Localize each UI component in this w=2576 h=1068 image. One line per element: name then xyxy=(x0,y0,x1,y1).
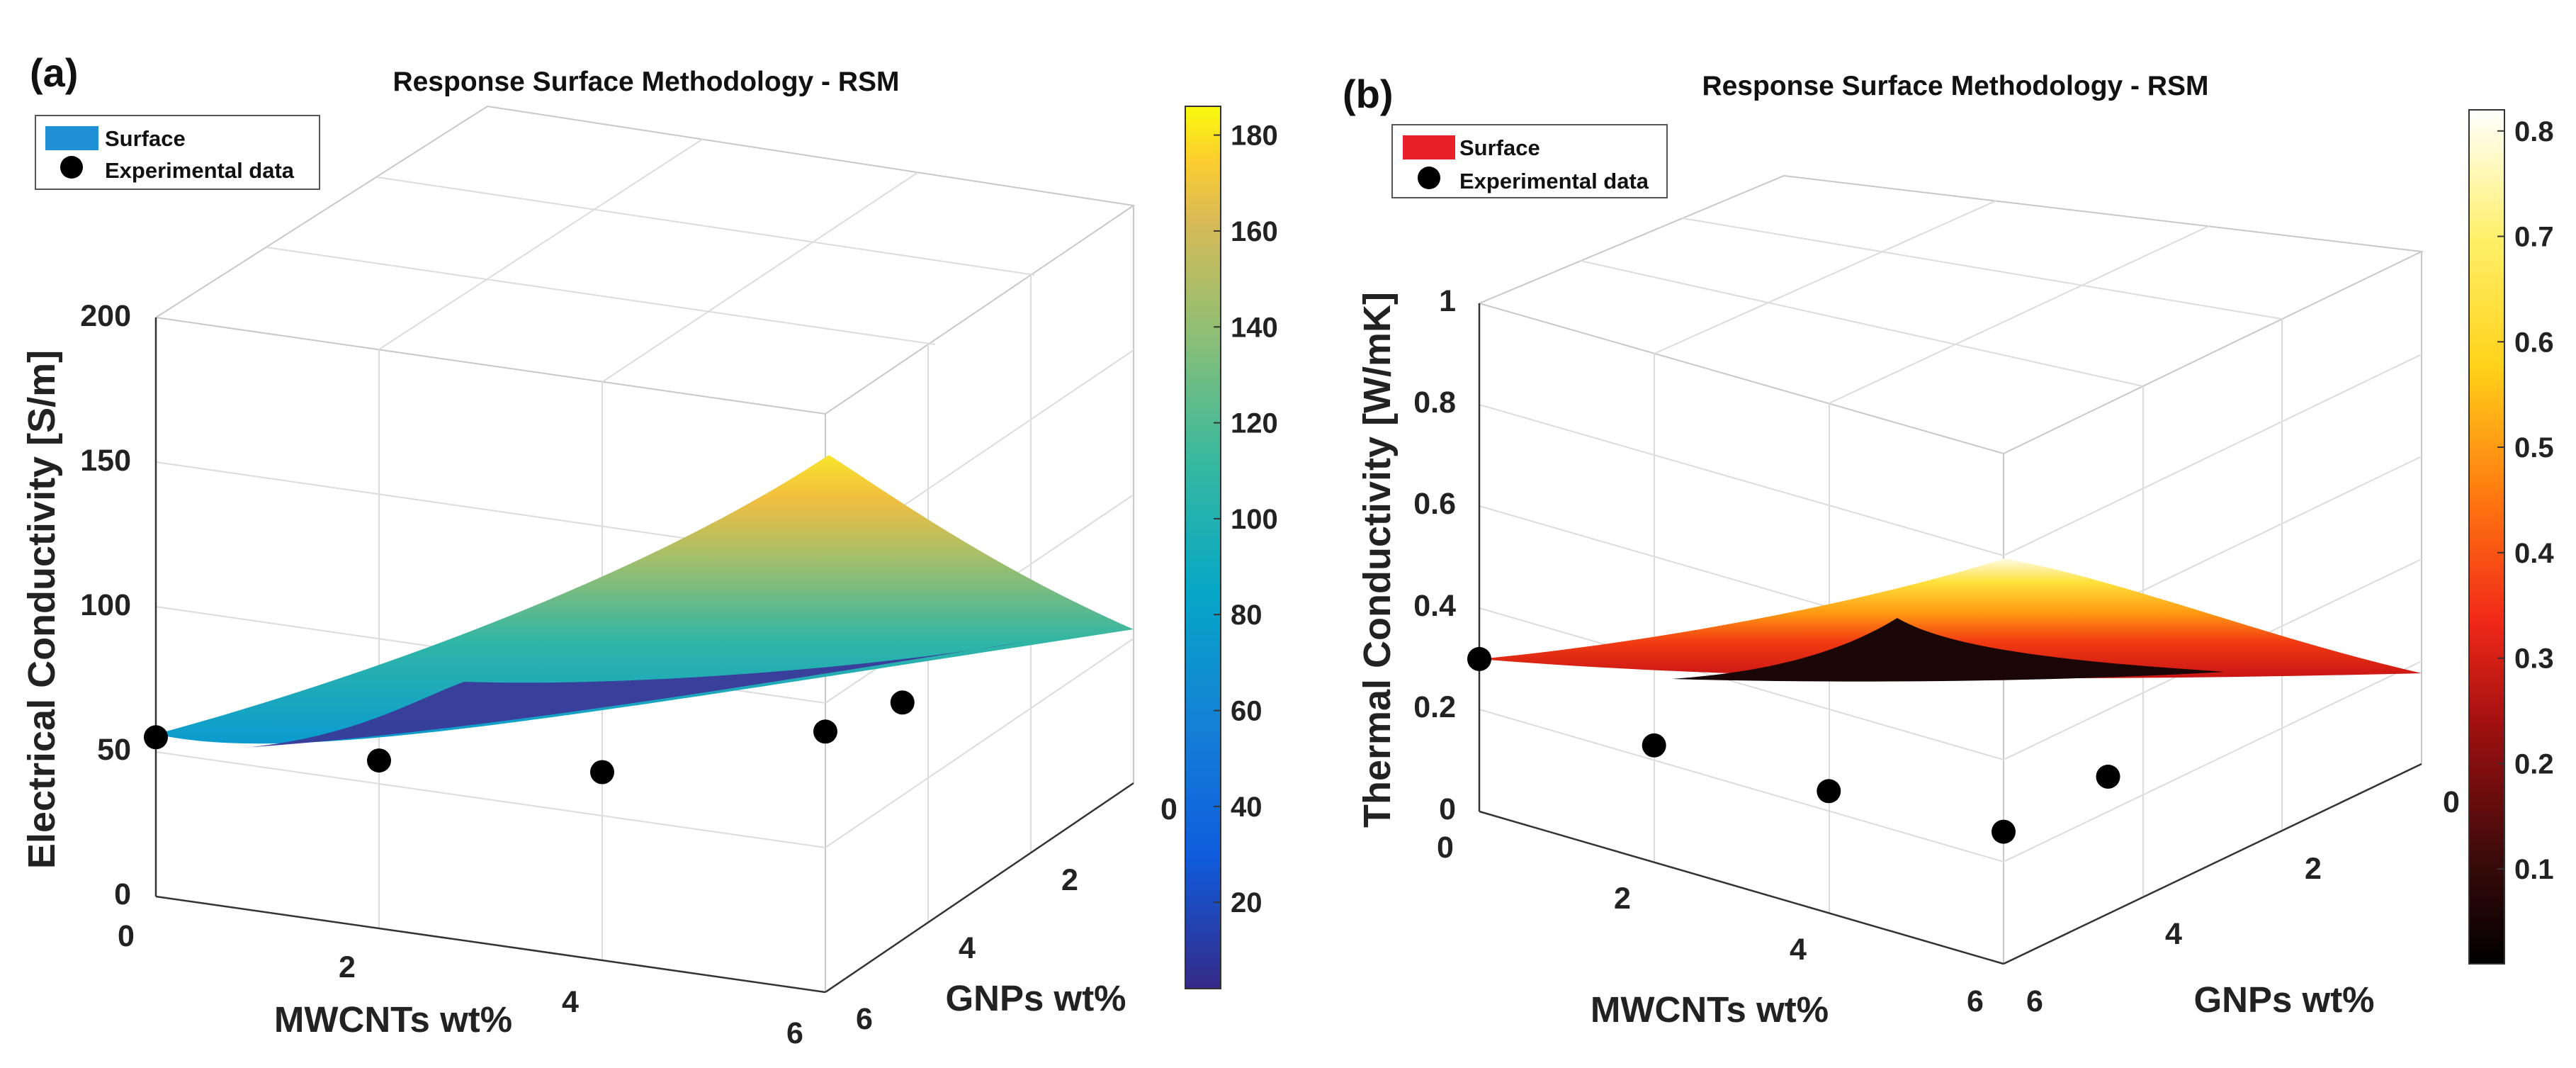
panel-a-x-ticks: 0 2 4 6 xyxy=(118,919,803,1050)
colorbar-tick-label: 180 xyxy=(1231,120,1278,152)
panel-b-x-tick: 2 xyxy=(1614,882,1631,916)
experimental-point xyxy=(1642,733,1666,758)
panel-b-z-tick: 0.8 xyxy=(1413,386,1456,420)
panel-a-z-tick: 0 xyxy=(114,877,131,911)
panel-b-y-ticks: 0 2 4 6 xyxy=(2026,785,2460,1018)
panel-b-label: (b) xyxy=(1343,72,1394,116)
panel-b-z-tick: 0.4 xyxy=(1413,589,1456,623)
legend-surface-swatch xyxy=(1403,135,1455,159)
panel-a-z-tick: 150 xyxy=(80,444,131,478)
panel-a-z-tick: 50 xyxy=(97,733,131,767)
panel-a-grid xyxy=(155,105,1136,992)
panel-b-x-tick: 6 xyxy=(1967,984,1984,1018)
legend-point-marker xyxy=(1418,167,1440,189)
experimental-point xyxy=(1817,779,1841,804)
panel-b-experimental-points xyxy=(1467,646,2120,844)
colorbar-tick-label: 0.4 xyxy=(2514,538,2554,569)
colorbar-tick-label: 60 xyxy=(1231,696,1262,727)
panel-a-x-label: MWCNTs wt% xyxy=(274,999,512,1040)
panel-a: (a) Response Surface Methodology - RSM xyxy=(21,50,1278,1050)
legend-surface-swatch xyxy=(45,126,98,150)
experimental-point xyxy=(590,760,614,785)
colorbar-tick-label: 80 xyxy=(1231,600,1262,631)
legend-surface-label: Surface xyxy=(1459,135,1540,160)
panel-a-x-tick: 4 xyxy=(562,985,579,1019)
colorbar-tick-label: 100 xyxy=(1231,504,1278,535)
panel-a-y-tick: 4 xyxy=(959,931,976,965)
legend-surface-label: Surface xyxy=(105,126,186,151)
experimental-point xyxy=(813,719,837,744)
panel-a-y-tick: 6 xyxy=(856,1002,873,1036)
experimental-point xyxy=(2096,764,2120,789)
colorbar-tick-label: 120 xyxy=(1231,408,1278,439)
panel-a-x-tick: 0 xyxy=(118,919,135,953)
panel-a-label: (a) xyxy=(30,50,78,95)
panel-a-z-label: Electrical Conductivity [S/m] xyxy=(21,350,63,869)
panel-b-colorbar-ticks: 0.1 0.2 0.3 0.4 0.5 0.6 0.7 0.8 xyxy=(2497,116,2554,885)
panel-a-z-tick: 100 xyxy=(80,588,131,622)
panel-b-y-tick: 2 xyxy=(2305,852,2322,886)
experimental-point xyxy=(1992,819,2016,844)
colorbar-tick-label: 40 xyxy=(1231,792,1262,823)
panel-a-colorbar: 20 40 60 80 100 120 140 160 180 xyxy=(1185,106,1278,989)
panel-b-colorbar: 0.1 0.2 0.3 0.4 0.5 0.6 0.7 0.8 xyxy=(2468,109,2554,965)
panel-b-y-label: GNPs wt% xyxy=(2193,979,2374,1020)
colorbar-tick-label: 20 xyxy=(1231,887,1262,918)
legend-point-marker xyxy=(60,156,83,179)
panel-a-y-tick: 0 xyxy=(1160,792,1177,826)
colorbar-tick-label: 160 xyxy=(1231,216,1278,247)
colorbar-tick-label: 0.8 xyxy=(2514,116,2554,147)
panel-b-y-tick: 0 xyxy=(2443,785,2460,819)
panel-b-z-tick: 0.6 xyxy=(1413,487,1456,521)
colorbar-tick-label: 140 xyxy=(1231,312,1278,343)
panel-b-legend: Surface Experimental data xyxy=(1391,124,1668,198)
panel-a-y-axis xyxy=(825,782,1134,994)
panel-b-x-ticks: 0 2 4 6 xyxy=(1437,831,1984,1018)
colorbar-tick-label: 0.1 xyxy=(2514,854,2554,885)
panel-a-x-tick: 6 xyxy=(786,1016,803,1050)
panel-b-x-tick: 4 xyxy=(1790,933,1807,967)
legend-point-label: Experimental data xyxy=(105,158,295,183)
panel-b-z-ticks: 0 0.2 0.4 0.6 0.8 1 xyxy=(1413,284,1456,826)
panel-b-y-axis xyxy=(2003,763,2422,965)
panel-b: (b) Response Surface Methodology - RSM xyxy=(1343,71,2554,1030)
panel-b-y-tick: 6 xyxy=(2026,984,2043,1018)
experimental-point xyxy=(890,690,915,715)
panel-b-surface xyxy=(1479,558,2422,682)
experimental-point xyxy=(1467,646,1491,671)
panel-b-title: Response Surface Methodology - RSM xyxy=(1702,71,2208,101)
panel-b-z-tick: 0.2 xyxy=(1413,690,1456,724)
panel-a-x-axis xyxy=(155,895,826,994)
panel-b-x-label: MWCNTs wt% xyxy=(1591,989,1829,1030)
panel-b-x-tick: 0 xyxy=(1437,831,1454,865)
colorbar-tick-label: 0.6 xyxy=(2514,327,2554,358)
experimental-point xyxy=(144,725,168,750)
panel-a-z-ticks: 0 50 100 150 200 xyxy=(80,299,131,911)
panel-a-surface xyxy=(156,455,1134,748)
colorbar-tick-label: 0.3 xyxy=(2514,643,2554,675)
panel-a-experimental-points xyxy=(144,690,915,785)
panel-a-y-label: GNPs wt% xyxy=(945,978,1126,1018)
colorbar-tick-label: 0.2 xyxy=(2514,748,2554,780)
panel-b-z-label: Thermal Conductivity [W/mK] xyxy=(1356,292,1399,828)
experimental-point xyxy=(367,748,391,773)
panel-b-z-tick: 1 xyxy=(1439,284,1456,318)
panel-b-x-axis xyxy=(1479,810,2004,965)
colorbar-tick-label: 0.7 xyxy=(2514,222,2554,253)
colorbar-tick-label: 0.5 xyxy=(2514,432,2554,463)
panel-b-grid xyxy=(1479,174,2424,964)
panel-a-x-tick: 2 xyxy=(339,950,356,984)
panel-a-title: Response Surface Methodology - RSM xyxy=(392,67,899,97)
panel-b-y-tick: 4 xyxy=(2165,917,2182,951)
panel-a-y-tick: 2 xyxy=(1061,863,1078,897)
legend-point-label: Experimental data xyxy=(1459,169,1649,193)
panel-a-legend: Surface Experimental data xyxy=(35,115,320,190)
panel-a-y-ticks: 0 2 4 6 xyxy=(856,792,1177,1036)
panel-a-colorbar-ticks: 20 40 60 80 100 120 140 160 180 xyxy=(1214,120,1278,918)
panel-a-z-tick: 200 xyxy=(80,299,131,333)
panel-b-z-tick: 0 xyxy=(1439,792,1456,826)
